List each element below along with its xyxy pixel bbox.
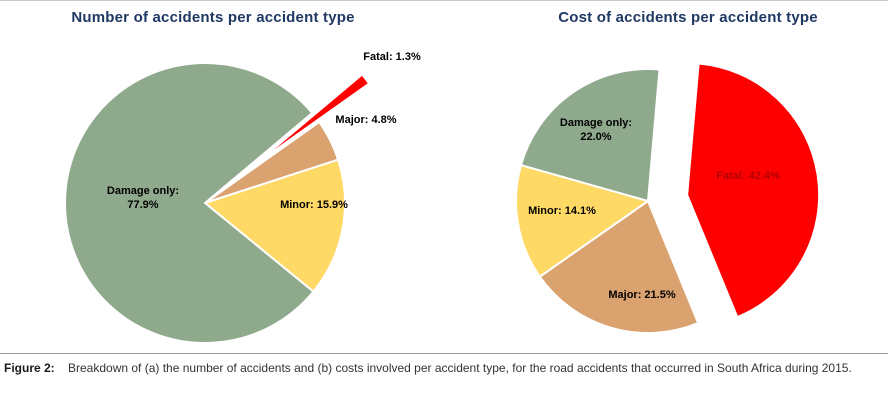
pie-slice-minor-left — [204, 158, 346, 293]
pie-slice-minor-right — [515, 164, 649, 278]
figure-caption: Figure 2: Breakdown of (a) the number of… — [0, 353, 888, 403]
pie-charts-canvas — [64, 62, 821, 344]
pie-slice-fatal-left — [253, 73, 371, 166]
figure-caption-label: Figure 2: — [4, 361, 55, 375]
figure-caption-text: Breakdown of (a) the number of accidents… — [68, 361, 852, 375]
pie-right — [515, 62, 821, 334]
slice-label-minor-right: Minor: 14.1% — [528, 205, 596, 217]
pie-slice-fatal-right — [686, 62, 821, 319]
pie-slice-damage-only-right — [519, 68, 661, 202]
slice-label-major-left: Major: 4.8% — [335, 114, 397, 126]
slice-label-major-right: Major: 21.5% — [608, 289, 676, 301]
slice-label-minor-left: Minor: 15.9% — [280, 199, 348, 211]
pie-left — [64, 62, 371, 344]
slice-label-fatal-right: Fatal: 42.4% — [716, 170, 780, 182]
slice-label-fatal-left: Fatal: 1.3% — [363, 51, 421, 63]
chart-title-number-of-accidents: Number of accidents per accident type — [71, 9, 355, 26]
chart-title-cost-of-accidents: Cost of accidents per accident type — [558, 9, 818, 26]
charts-panel: Number of accidents per accident type Co… — [0, 1, 888, 353]
slice-label-damage-only-right: Damage only: 22.0% — [559, 117, 633, 143]
slice-label-damage-only-left: Damage only: 77.9% — [106, 185, 180, 211]
pie-slice-damage-only-left — [64, 62, 315, 344]
pie-slice-major-right — [538, 200, 700, 334]
